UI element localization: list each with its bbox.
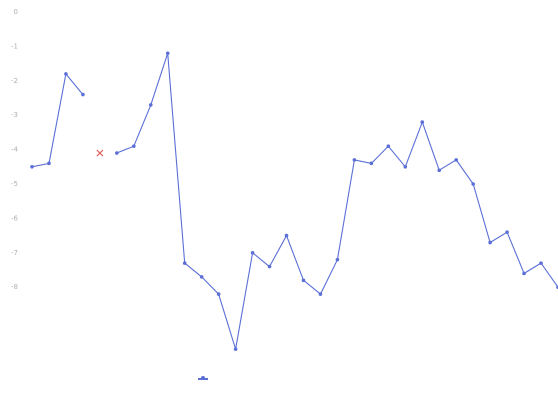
data-point[interactable] — [505, 230, 509, 234]
y-axis: -8 -7 -6 -5 -4 -3 -2 -1 0 — [11, 8, 19, 291]
data-point[interactable] — [335, 257, 340, 262]
highlight-x-stroke — [96, 149, 104, 157]
series-points — [30, 51, 558, 351]
y-tick-label: -1 — [11, 42, 18, 50]
legend[interactable] — [198, 376, 212, 380]
data-point[interactable] — [216, 292, 221, 296]
data-point[interactable] — [81, 92, 85, 97]
data-point[interactable] — [488, 240, 492, 245]
y-tick-label: -5 — [11, 180, 18, 188]
y-tick-label: -6 — [11, 214, 19, 222]
data-point[interactable] — [454, 158, 458, 162]
data-point[interactable] — [199, 275, 204, 279]
data-point[interactable] — [403, 165, 408, 169]
data-point[interactable] — [301, 278, 306, 283]
highlight-marker — [96, 149, 104, 157]
y-tick-label: -8 — [11, 283, 18, 291]
data-point[interactable] — [284, 233, 289, 238]
data-point[interactable] — [165, 51, 170, 56]
y-tick-label: 0 — [14, 8, 18, 16]
data-point[interactable] — [64, 72, 68, 76]
y-tick-label: -7 — [11, 249, 18, 257]
data-point[interactable] — [115, 151, 119, 155]
y-tick-label: -4 — [11, 146, 19, 154]
data-point[interactable] — [30, 165, 34, 169]
data-point[interactable] — [420, 120, 425, 124]
data-point[interactable] — [318, 292, 323, 296]
data-point[interactable] — [267, 264, 272, 269]
legend-line-icon — [198, 376, 208, 380]
series-line — [31, 53, 558, 350]
data-point[interactable] — [386, 144, 391, 148]
data-point[interactable] — [437, 168, 442, 173]
data-point[interactable] — [182, 261, 187, 265]
data-point[interactable] — [471, 182, 475, 186]
data-point[interactable] — [250, 251, 255, 255]
data-point[interactable] — [148, 103, 153, 107]
y-tick-label: -3 — [11, 111, 18, 119]
data-point[interactable] — [352, 158, 357, 162]
y-tick-label: -2 — [11, 77, 18, 85]
data-point[interactable] — [539, 261, 543, 265]
data-point[interactable] — [233, 347, 238, 351]
data-point[interactable] — [369, 161, 374, 166]
data-point[interactable] — [47, 161, 51, 166]
data-point[interactable] — [132, 144, 136, 148]
data-point[interactable] — [522, 271, 526, 276]
